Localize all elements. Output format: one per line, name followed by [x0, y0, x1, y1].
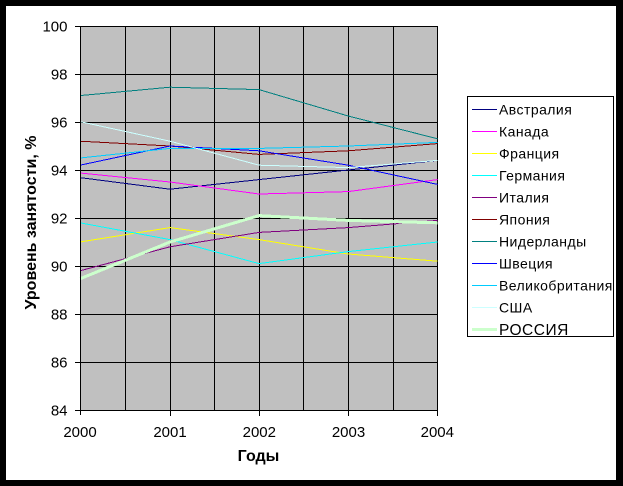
- svg-text:Канада: Канада: [499, 124, 549, 140]
- svg-text:2001: 2001: [153, 424, 186, 441]
- svg-text:США: США: [499, 300, 533, 316]
- svg-text:88: 88: [51, 307, 68, 324]
- svg-text:2002: 2002: [243, 424, 276, 441]
- svg-text:100: 100: [42, 19, 67, 36]
- svg-text:98: 98: [51, 67, 68, 84]
- svg-text:84: 84: [51, 403, 68, 420]
- svg-text:2004: 2004: [421, 424, 454, 441]
- svg-text:Франция: Франция: [499, 146, 560, 162]
- svg-text:Япония: Япония: [499, 212, 550, 228]
- svg-text:Австралия: Австралия: [499, 102, 572, 118]
- svg-text:Нидерланды: Нидерланды: [499, 234, 587, 250]
- svg-text:Великобритания: Великобритания: [499, 278, 613, 294]
- svg-text:96: 96: [51, 115, 68, 132]
- svg-text:86: 86: [51, 355, 68, 372]
- svg-text:Италия: Италия: [499, 190, 549, 206]
- svg-text:Швеция: Швеция: [499, 256, 553, 272]
- svg-text:Годы: Годы: [238, 448, 280, 465]
- svg-text:РОССИЯ: РОССИЯ: [499, 322, 569, 339]
- svg-text:Германия: Германия: [499, 168, 565, 184]
- svg-text:Уровень занятости, %: Уровень занятости, %: [23, 136, 40, 310]
- svg-text:94: 94: [51, 163, 68, 180]
- svg-text:90: 90: [51, 259, 68, 276]
- svg-text:2003: 2003: [332, 424, 365, 441]
- svg-text:2000: 2000: [63, 424, 96, 441]
- svg-text:92: 92: [51, 211, 68, 228]
